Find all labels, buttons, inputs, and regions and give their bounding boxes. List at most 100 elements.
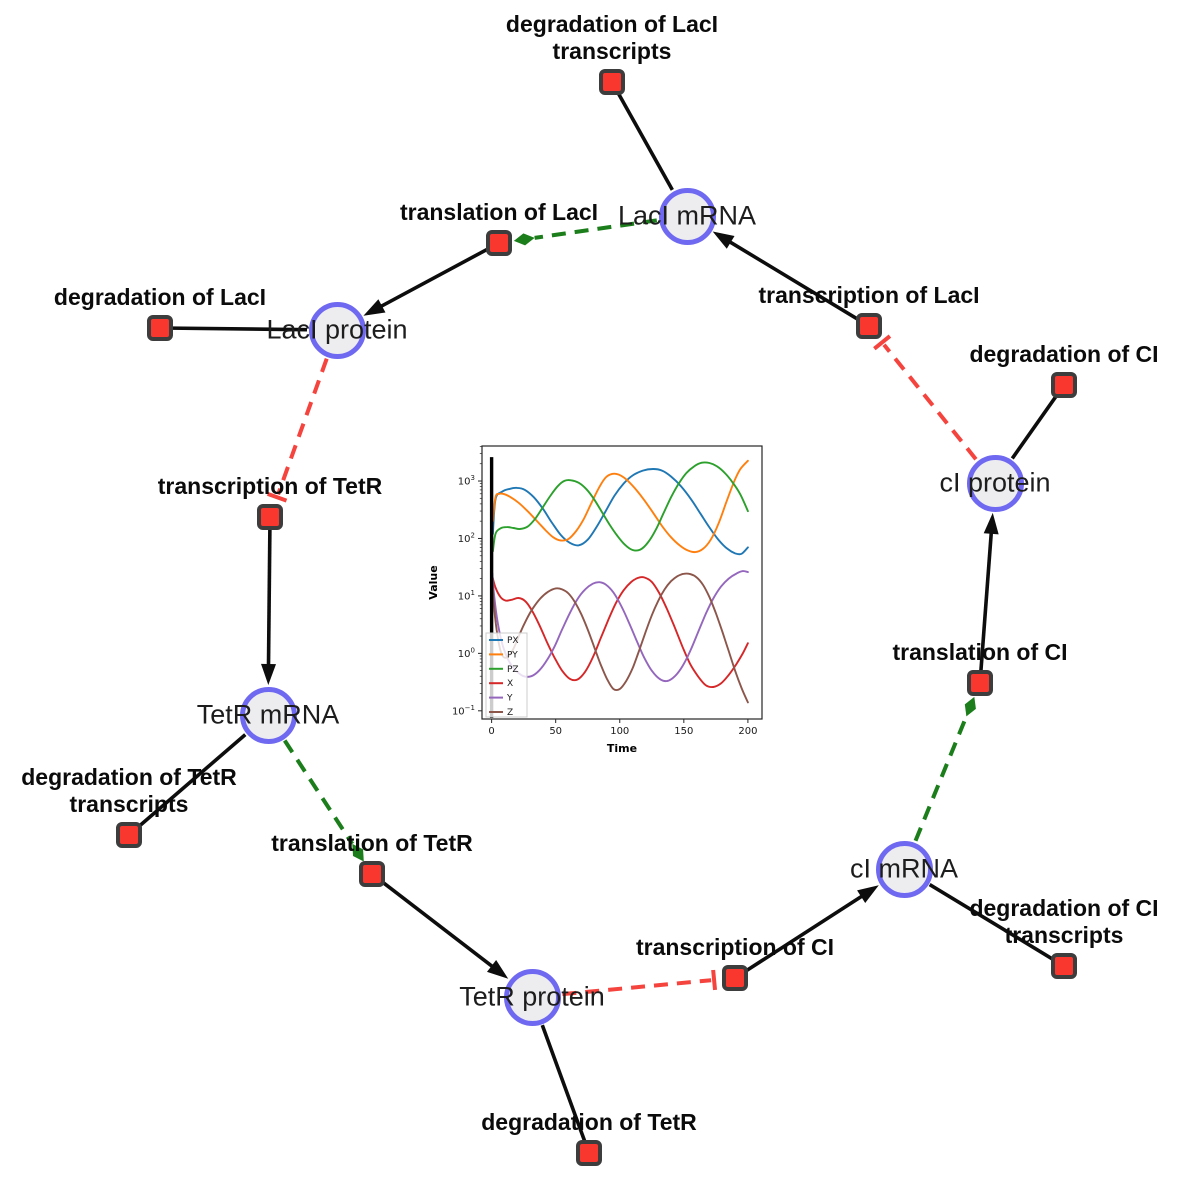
- reaction-label: degradation of TetR: [481, 1109, 697, 1135]
- edge-transl-tetr-tetr-protein: [380, 879, 509, 979]
- catalysis-diamond-icon: [352, 843, 364, 862]
- production-line: [380, 879, 496, 970]
- production-line: [979, 529, 994, 672]
- edge-tetr-protein-deg-tetr: [540, 1024, 587, 1143]
- species-node-laci-protein[interactable]: [308, 301, 366, 359]
- consumption-line: [1010, 393, 1059, 460]
- svg-text:101: 101: [458, 589, 475, 603]
- arrowhead-icon: [712, 231, 735, 249]
- reaction-node-deg-laci-transcripts[interactable]: [599, 69, 625, 95]
- consumption-line: [136, 733, 247, 829]
- reaction-label: translation of CI: [892, 639, 1068, 665]
- species-label: LacI protein: [266, 314, 408, 345]
- timecourse-plot: 0 50 100 150 20010−1100101102103TimeValuePXP…: [418, 430, 788, 765]
- species-label: cI protein: [939, 467, 1051, 498]
- edge-transc-tetr-tetr-mrna: [261, 528, 277, 686]
- reaction-label: translation of LacI: [399, 199, 599, 225]
- plot-series-PY: [491, 459, 749, 554]
- edge-transl-ci-ci-protein: [979, 512, 999, 672]
- plot-legend-box: [485, 632, 528, 718]
- plot-series-X: [491, 575, 749, 689]
- plot-legend: PX PY PZ XYZ: [485, 632, 528, 718]
- reaction-node-transc-tetr[interactable]: [257, 504, 283, 530]
- edge-laci-mrna-transl-laci: [513, 218, 658, 246]
- inhibition-tbar-icon: [711, 969, 718, 991]
- arrowhead-icon: [486, 959, 509, 979]
- species-label: cI mRNA: [850, 853, 958, 884]
- edge-tetr-protein-transc-ci: [562, 969, 718, 997]
- svg-text:150: 150: [674, 726, 693, 737]
- reaction-node-deg-ci-transcripts[interactable]: [1051, 953, 1077, 979]
- species-label: LacI mRNA: [617, 200, 757, 231]
- catalysis-diamond-icon: [513, 233, 535, 246]
- species-node-ci-mrna[interactable]: [875, 840, 933, 898]
- legend-label-X: X: [507, 679, 513, 689]
- edge-transc-ci-ci-mrna: [744, 885, 879, 974]
- reaction-node-deg-tetr-transcripts[interactable]: [116, 822, 142, 848]
- species-label: TetR protein: [459, 981, 605, 1012]
- edge-laci-mrna-deg-laci-transcripts: [616, 91, 674, 191]
- reaction-label: degradation of TetR transcripts: [21, 764, 237, 817]
- legend-label-Y: Y: [506, 694, 513, 704]
- production-line: [377, 247, 490, 310]
- arrowhead-icon: [983, 512, 999, 535]
- inhibition-line: [562, 978, 712, 997]
- species-node-tetr-mrna[interactable]: [239, 686, 297, 744]
- reaction-node-deg-laci[interactable]: [147, 315, 173, 341]
- reaction-node-transl-ci[interactable]: [967, 670, 993, 696]
- plot-ylabel: Value: [427, 565, 440, 599]
- edge-ci-mrna-deg-ci-transcripts: [928, 883, 1055, 962]
- reaction-label: transcription of CI: [635, 934, 835, 960]
- reaction-label: transcription of TetR: [157, 473, 383, 499]
- production-line: [266, 528, 272, 669]
- edge-laci-protein-transc-tetr: [266, 358, 329, 503]
- species-node-laci-mrna[interactable]: [658, 187, 716, 245]
- consumption-line: [171, 326, 308, 332]
- reaction-label: degradation of LacI transcripts: [505, 11, 719, 64]
- reaction-node-transc-ci[interactable]: [722, 965, 748, 991]
- production-line: [744, 892, 866, 974]
- svg-text:0: 0: [488, 726, 494, 737]
- inhibition-line: [882, 343, 978, 461]
- reaction-node-deg-ci[interactable]: [1051, 372, 1077, 398]
- svg-text:200: 200: [738, 726, 757, 737]
- reaction-label: translation of TetR: [271, 830, 473, 856]
- consumption-line: [928, 883, 1055, 962]
- legend-label-PY: PY: [507, 650, 518, 660]
- svg-text:10−1: 10−1: [452, 704, 475, 718]
- reaction-label: transcription of LacI: [758, 282, 980, 308]
- reaction-node-transl-tetr[interactable]: [359, 861, 385, 887]
- catalysis-line: [534, 218, 658, 240]
- plot-series-PZ: [491, 461, 749, 553]
- edge-tetr-mrna-deg-tetr-transcripts: [136, 733, 247, 829]
- reaction-node-transl-laci[interactable]: [486, 230, 512, 256]
- edge-transl-laci-laci-protein: [363, 247, 490, 316]
- edge-transc-laci-laci-mrna: [712, 231, 860, 322]
- arrowhead-icon: [857, 885, 879, 903]
- svg-text:103: 103: [458, 474, 475, 488]
- reaction-node-transc-laci[interactable]: [856, 313, 882, 339]
- arrowhead-icon: [261, 663, 277, 686]
- reaction-label: degradation of CI transcripts: [969, 895, 1159, 948]
- reaction-node-deg-tetr[interactable]: [576, 1140, 602, 1166]
- edge-laci-protein-deg-laci: [171, 326, 308, 332]
- species-node-ci-protein[interactable]: [966, 454, 1024, 512]
- reaction-label: degradation of CI: [969, 341, 1159, 367]
- inhibition-tbar-icon: [873, 334, 892, 351]
- consumption-line: [616, 91, 674, 191]
- svg-text:102: 102: [458, 531, 475, 545]
- species-node-tetr-protein[interactable]: [503, 968, 561, 1026]
- plot-xlabel: Time: [607, 742, 637, 755]
- legend-label-PZ: PZ: [507, 665, 519, 675]
- edge-ci-protein-deg-ci: [1010, 393, 1059, 460]
- species-label: TetR mRNA: [196, 699, 340, 730]
- production-line: [726, 238, 860, 322]
- svg-text:100: 100: [458, 646, 475, 660]
- arrowhead-icon: [363, 299, 386, 316]
- inhibition-tbar-icon: [266, 491, 288, 503]
- plot-axes-ticks: [478, 446, 749, 723]
- inhibition-line: [276, 358, 329, 496]
- edge-ci-protein-transc-laci: [873, 334, 978, 461]
